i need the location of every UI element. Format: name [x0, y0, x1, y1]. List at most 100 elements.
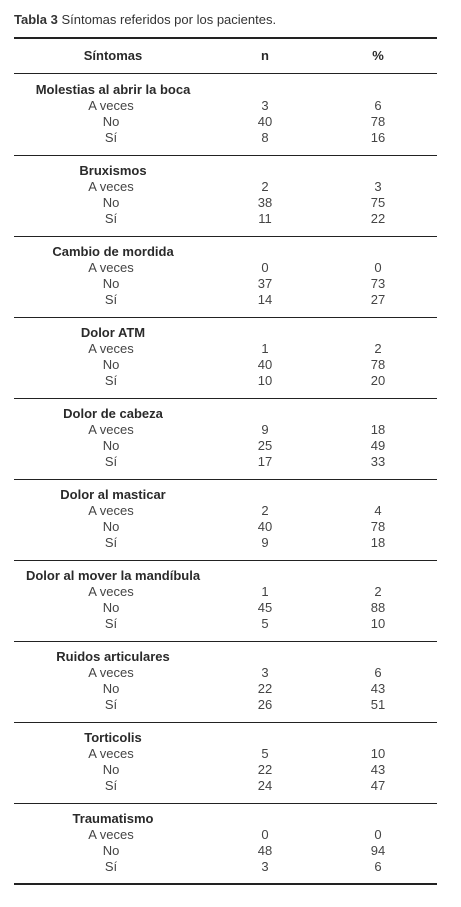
cell: 43: [370, 762, 386, 777]
row-label: A veces: [88, 179, 134, 194]
cell: 0: [261, 260, 269, 275]
rule: [14, 236, 437, 237]
cell: 43: [370, 681, 386, 696]
cell: 2: [261, 503, 269, 518]
cell: 47: [370, 778, 386, 793]
column-header: Síntomas: [83, 48, 143, 63]
row-label: A veces: [88, 260, 134, 275]
cell: 51: [370, 697, 386, 712]
caption-label: Tabla 3: [14, 12, 58, 27]
cell: 3: [261, 98, 269, 113]
cell: 33: [370, 454, 386, 469]
group-name: Dolor al mover la mandíbula: [25, 568, 201, 583]
cell: 40: [257, 114, 273, 129]
row-label: Sí: [104, 454, 118, 469]
rule: [14, 722, 437, 723]
row-label: No: [102, 600, 120, 615]
row-label: Sí: [104, 130, 118, 145]
column-header: %: [372, 48, 384, 63]
cell: 17: [257, 454, 273, 469]
rule: [14, 317, 437, 318]
cell: 18: [370, 422, 386, 437]
cell: 22: [257, 681, 273, 696]
cell: 49: [370, 438, 386, 453]
row-label: No: [102, 114, 120, 129]
cell: 4: [374, 503, 382, 518]
rule: [14, 560, 437, 561]
cell: 48: [257, 843, 273, 858]
cell: 9: [261, 422, 269, 437]
cell: 11: [258, 211, 272, 226]
row-label: No: [102, 195, 120, 210]
cell: 3: [261, 665, 269, 680]
table-caption: Tabla 3 Síntomas referidos por los pacie…: [14, 12, 276, 27]
row-label: Sí: [104, 697, 118, 712]
cell: 73: [370, 276, 386, 291]
cell: 6: [374, 98, 382, 113]
rule: [14, 479, 437, 480]
rule: [14, 73, 437, 74]
group-name: Torticolis: [84, 730, 142, 745]
row-label: A veces: [88, 422, 134, 437]
row-label: No: [102, 519, 120, 534]
cell: 1: [261, 584, 269, 599]
cell: 78: [370, 114, 386, 129]
row-label: A veces: [88, 584, 134, 599]
row-label: Sí: [104, 535, 118, 550]
row-label: No: [102, 762, 120, 777]
cell: 0: [374, 260, 382, 275]
column-header: n: [261, 48, 269, 63]
cell: 78: [370, 519, 386, 534]
cell: 24: [257, 778, 273, 793]
cell: 3: [261, 859, 269, 874]
row-label: A veces: [88, 98, 134, 113]
cell: 5: [261, 616, 269, 631]
row-label: A veces: [88, 341, 134, 356]
cell: 94: [370, 843, 386, 858]
cell: 75: [370, 195, 386, 210]
row-label: Sí: [104, 616, 118, 631]
row-label: No: [102, 276, 120, 291]
cell: 6: [374, 665, 382, 680]
group-name: Cambio de mordida: [52, 244, 174, 259]
row-label: Sí: [104, 859, 118, 874]
group-name: Dolor ATM: [80, 325, 146, 340]
cell: 20: [370, 373, 386, 388]
cell: 37: [257, 276, 273, 291]
rule: [14, 883, 437, 885]
row-label: No: [102, 357, 120, 372]
group-name: Dolor de cabeza: [63, 406, 163, 421]
cell: 45: [257, 600, 273, 615]
cell: 10: [370, 616, 386, 631]
cell: 2: [374, 341, 382, 356]
row-label: Sí: [104, 292, 118, 307]
row-label: A veces: [88, 665, 134, 680]
cell: 6: [374, 859, 382, 874]
cell: 22: [257, 762, 273, 777]
cell: 27: [370, 292, 386, 307]
cell: 1: [261, 341, 269, 356]
cell: 88: [370, 600, 386, 615]
row-label: A veces: [88, 503, 134, 518]
row-label: A veces: [88, 827, 134, 842]
group-name: Molestias al abrir la boca: [35, 82, 191, 97]
group-name: Dolor al masticar: [60, 487, 166, 502]
cell: 8: [261, 130, 269, 145]
cell: 40: [257, 519, 273, 534]
cell: 26: [257, 697, 273, 712]
cell: 2: [261, 179, 269, 194]
group-name: Bruxismos: [79, 163, 147, 178]
rule: [14, 37, 437, 39]
cell: 0: [374, 827, 382, 842]
cell: 22: [370, 211, 386, 226]
rule: [14, 641, 437, 642]
cell: 38: [257, 195, 273, 210]
cell: 10: [370, 746, 386, 761]
caption-text: Síntomas referidos por los pacientes.: [61, 12, 277, 27]
row-label: No: [102, 438, 120, 453]
rule: [14, 803, 437, 804]
cell: 78: [370, 357, 386, 372]
row-label: No: [102, 681, 120, 696]
row-label: Sí: [104, 211, 118, 226]
